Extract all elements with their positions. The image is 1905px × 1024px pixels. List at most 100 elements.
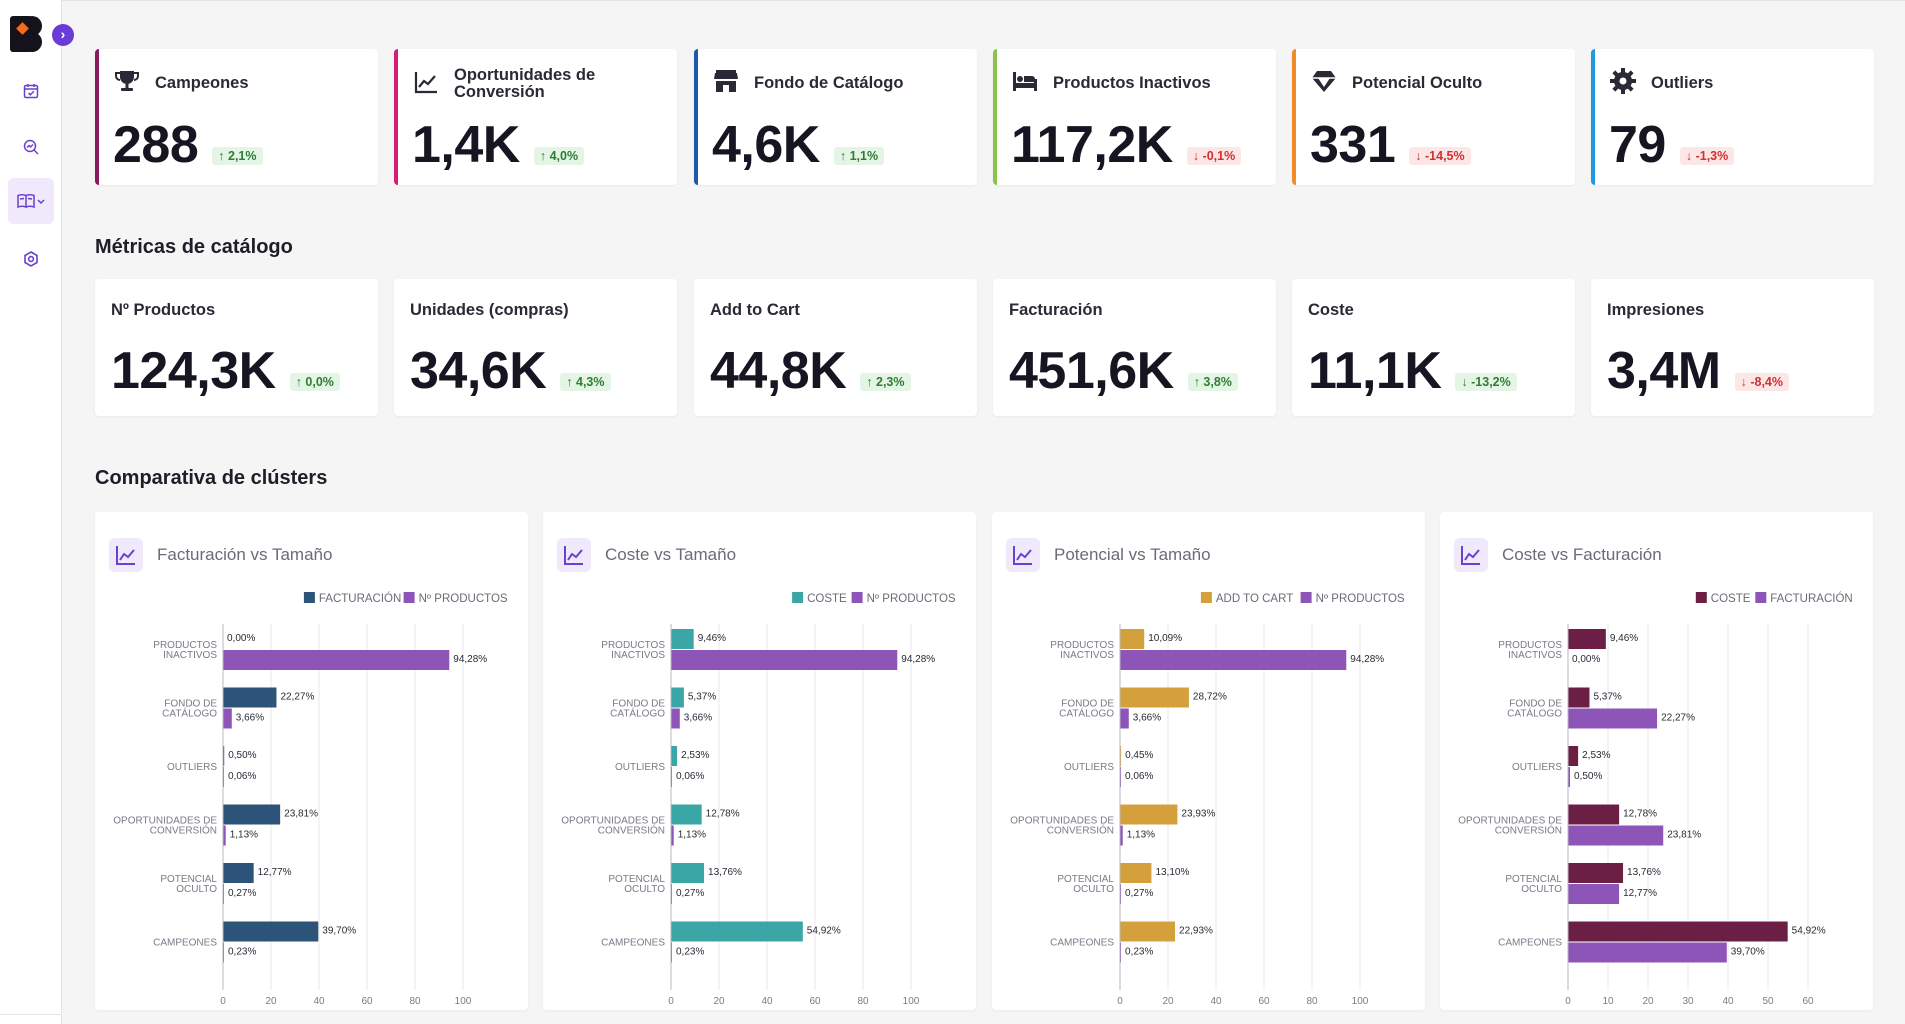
- legend-label: COSTE: [1711, 593, 1751, 605]
- x-tick-label: 40: [1722, 996, 1734, 1007]
- metric-value: 34,6K: [410, 342, 547, 400]
- bar-value-label: 10,09%: [1148, 633, 1182, 644]
- legend-label: Nº PRODUCTOS: [867, 593, 956, 605]
- category-label: OUTLIERS: [1512, 762, 1562, 773]
- category-label: OPORTUNIDADES DE: [1458, 816, 1562, 827]
- legend-label: Nº PRODUCTOS: [419, 593, 508, 605]
- x-tick-label: 20: [1642, 996, 1654, 1007]
- metric-card-4: Coste 11,1K ↓ -13,2%: [1292, 279, 1575, 416]
- kpi-card-5[interactable]: Outliers 79 ↓ -1,3%: [1591, 49, 1874, 185]
- bar: [223, 650, 450, 670]
- kpi-value: 1,4K: [412, 116, 520, 174]
- bar-value-label: 12,77%: [258, 867, 292, 878]
- category-label: CATÁLOGO: [162, 707, 217, 720]
- bar-value-label: 12,78%: [706, 809, 740, 820]
- chart-line-icon: [1454, 538, 1488, 572]
- kpi-title: Outliers: [1651, 74, 1714, 92]
- arrow-up-icon: ↑: [839, 149, 847, 163]
- bar-value-label: 0,23%: [676, 947, 704, 958]
- bar-value-label: 12,77%: [1623, 888, 1657, 899]
- category-label: OUTLIERS: [167, 762, 217, 773]
- sidebar-expand-button[interactable]: ›: [52, 24, 74, 46]
- bar: [223, 746, 225, 766]
- chart-line-icon: [1006, 538, 1040, 572]
- kpi-title: Productos Inactivos: [1053, 74, 1211, 92]
- legend-swatch: [403, 592, 415, 603]
- category-label: CAMPEONES: [1050, 938, 1114, 949]
- bar-value-label: 54,92%: [1792, 926, 1826, 937]
- legend-label: FACTURACIÓN: [1770, 592, 1852, 605]
- x-tick-label: 10: [1602, 996, 1614, 1007]
- trending-up-icon: [412, 68, 440, 101]
- kpi-card-3[interactable]: Productos Inactivos 117,2K ↓ -0,1%: [993, 49, 1276, 185]
- bar: [671, 746, 678, 766]
- bar-value-label: 9,46%: [698, 633, 726, 644]
- diamond-icon: [1310, 67, 1338, 100]
- bar-value-label: 1,13%: [678, 830, 706, 841]
- metric-card-5: Impresiones 3,4M ↓ -8,4%: [1591, 279, 1874, 416]
- metric-card-0: Nº Productos 124,3K ↑ 0,0%: [95, 279, 378, 416]
- brand-logo[interactable]: [10, 16, 46, 52]
- kpi-card-4[interactable]: Potencial Oculto 331 ↓ -14,5%: [1292, 49, 1575, 185]
- category-label: POTENCIAL: [1505, 874, 1562, 885]
- legend-swatch: [303, 592, 315, 603]
- x-tick-label: 50: [1762, 996, 1774, 1007]
- bar-value-label: 3,66%: [1133, 713, 1161, 724]
- bar-value-label: 0,06%: [1125, 771, 1153, 782]
- x-tick-label: 20: [713, 996, 725, 1007]
- kpi-card-2[interactable]: Fondo de Catálogo 4,6K ↑ 1,1%: [694, 49, 977, 185]
- category-label: INACTIVOS: [611, 650, 665, 661]
- x-tick-label: 40: [313, 996, 325, 1007]
- bar-value-label: 39,70%: [322, 926, 356, 937]
- bar: [1120, 921, 1176, 942]
- trophy-icon: [113, 67, 141, 100]
- category-label: POTENCIAL: [1057, 874, 1114, 885]
- category-label: CAMPEONES: [601, 938, 665, 949]
- bar: [671, 687, 684, 708]
- bar-value-label: 0,23%: [1125, 947, 1153, 958]
- delta-badge: ↓ -0,1%: [1186, 147, 1242, 165]
- kpi-title: Fondo de Catálogo: [754, 74, 904, 92]
- chart-line-icon: [557, 538, 591, 572]
- delta-badge: ↑ 4,0%: [533, 147, 585, 165]
- metric-title: Facturación: [1009, 301, 1103, 319]
- chart-title: Facturación vs Tamaño: [157, 545, 333, 564]
- kpi-card-0[interactable]: Campeones 288 ↑ 2,1%: [95, 49, 378, 185]
- bar: [1120, 687, 1189, 708]
- bar: [1120, 863, 1152, 883]
- bar: [223, 825, 226, 846]
- nav-analytics-search-icon[interactable]: [8, 124, 54, 170]
- kpi-title: Campeones: [155, 74, 249, 92]
- bar-value-label: 23,93%: [1181, 809, 1215, 820]
- bar: [671, 629, 694, 649]
- kpi-card-1[interactable]: Oportunidades de Conversión 1,4K ↑ 4,0%: [394, 49, 677, 185]
- nav-settings-icon[interactable]: [8, 236, 54, 282]
- bar-chart: 0 10 20 30 40 50 60 FACTURACIÓN COSTE 9,46% 0,00% P…: [1458, 592, 1853, 1007]
- bar: [1568, 687, 1590, 708]
- metric-card-2: Add to Cart 44,8K ↑ 2,3%: [694, 279, 977, 416]
- metric-title: Nº Productos: [111, 301, 216, 319]
- legend-swatch: [851, 592, 863, 603]
- arrow-up-icon: ↑: [539, 149, 547, 163]
- kpi-value: 79: [1609, 116, 1666, 174]
- bar-value-label: 5,37%: [688, 692, 716, 703]
- arrow-up-icon: ↑: [566, 375, 573, 389]
- bar-value-label: 0,27%: [1125, 888, 1153, 899]
- bar: [671, 863, 705, 883]
- nav-calendar-icon[interactable]: [8, 68, 54, 114]
- chart-title: Coste vs Tamaño: [605, 545, 737, 564]
- bar-value-label: 13,76%: [708, 867, 742, 878]
- delta-badge: ↑ 0,0%: [289, 373, 340, 391]
- metric-title: Impresiones: [1607, 301, 1705, 319]
- chart-card-0: Facturación vs Tamaño 0 20 40 60 80 100 Nº PRO…: [95, 512, 528, 1010]
- bar: [671, 650, 898, 670]
- nav-catalog-book-icon[interactable]: [8, 178, 54, 224]
- bar: [1568, 825, 1664, 846]
- delta-badge: ↑ 2,1%: [212, 147, 263, 165]
- bar-value-label: 1,13%: [230, 830, 258, 841]
- bar-value-label: 0,06%: [228, 771, 256, 782]
- legend-swatch: [1755, 592, 1767, 603]
- bar-value-label: 1,13%: [1127, 830, 1155, 841]
- x-tick-label: 80: [409, 996, 421, 1007]
- metric-title: Add to Cart: [710, 301, 800, 319]
